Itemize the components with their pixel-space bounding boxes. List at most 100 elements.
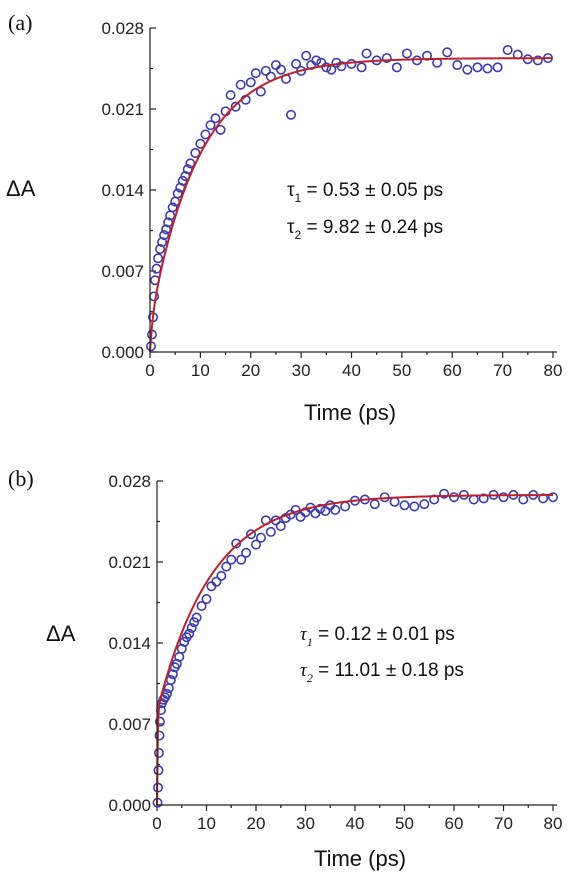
data-point-b <box>227 555 235 563</box>
data-point-b <box>242 549 250 557</box>
x-tick-label-b-4: 40 <box>346 814 365 833</box>
data-point-a <box>493 63 501 71</box>
tau2-annotation-a: τ2 = 9.82 ± 0.24 ps <box>287 217 443 242</box>
data-point-b <box>410 502 418 510</box>
x-tick-label-b-3: 30 <box>296 814 315 833</box>
data-point-a <box>463 65 471 73</box>
x-tick-label-a-2: 20 <box>241 361 260 380</box>
data-point-a <box>403 49 411 57</box>
data-point-a <box>211 114 219 122</box>
panel-b: (b) ΔA Time (ps) 0.0000.0070.0140.0210.0… <box>8 466 562 871</box>
x-tick-label-b-2: 20 <box>247 814 266 833</box>
x-tick-label-b-6: 60 <box>445 814 464 833</box>
x-tick-label-a-8: 80 <box>544 361 563 380</box>
x-tick-label-a-7: 70 <box>493 361 512 380</box>
data-point-b <box>420 500 428 508</box>
data-point-b <box>400 501 408 509</box>
y-tick-label-a-1: 0.007 <box>101 262 144 281</box>
data-point-b <box>341 502 349 510</box>
x-tick-label-a-6: 60 <box>443 361 462 380</box>
data-point-a <box>357 63 365 71</box>
data-point-b <box>257 534 265 542</box>
data-point-a <box>152 264 160 272</box>
x-tick-label-a-1: 10 <box>191 361 210 380</box>
y-axis-title-b: ΔA <box>46 621 76 646</box>
x-tick-label-b-1: 10 <box>197 814 216 833</box>
y-tick-label-b-3: 0.021 <box>108 553 151 572</box>
data-point-b <box>331 506 339 514</box>
data-point-a <box>154 254 162 262</box>
tau1-value-a: = 0.53 ± 0.05 ps <box>301 180 443 201</box>
data-point-b <box>277 522 285 530</box>
data-point-b <box>207 582 215 590</box>
x-tick-label-a-0: 0 <box>145 361 154 380</box>
fit-curve-a <box>150 58 553 352</box>
data-point-a <box>453 61 461 69</box>
data-point-a <box>252 69 260 77</box>
data-point-b <box>450 493 458 501</box>
panel-label-a: (a) <box>8 10 32 35</box>
x-ticks-b: 0 10 20 30 40 50 60 70 80 <box>152 805 562 833</box>
data-point-a <box>347 60 355 68</box>
data-point-a <box>201 130 209 138</box>
data-point-a <box>247 78 255 86</box>
tau2-annotation-b: τ2 = 11.01 ± 0.18 ps <box>300 660 464 685</box>
data-point-a <box>393 63 401 71</box>
data-point-b <box>267 528 275 536</box>
data-point-a <box>287 111 295 119</box>
x-ticks-a: 0 10 20 30 40 50 60 70 80 <box>145 352 562 380</box>
y-ticks-b: 0.000 0.007 0.014 0.021 0.028 <box>108 472 163 815</box>
data-point-b <box>390 498 398 506</box>
data-point-b <box>296 513 304 521</box>
x-tick-label-b-5: 50 <box>395 814 414 833</box>
data-point-b <box>371 500 379 508</box>
data-point-a <box>236 81 244 89</box>
data-point-a <box>362 49 370 57</box>
y-tick-label-b-4: 0.028 <box>108 472 151 491</box>
x-axis-title-b: Time (ps) <box>314 846 406 871</box>
y-ticks-a: 0.0000.0070.0140.0210.028 <box>101 19 156 362</box>
tau2-value-a: = 9.82 ± 0.24 ps <box>301 217 443 238</box>
data-point-b <box>202 595 210 603</box>
x-tick-label-b-8: 80 <box>544 814 563 833</box>
data-point-b <box>154 766 162 774</box>
y-tick-label-a-2: 0.014 <box>101 181 144 200</box>
data-point-a <box>272 61 280 69</box>
data-point-a <box>443 48 451 56</box>
x-tick-label-a-4: 40 <box>342 361 361 380</box>
x-tick-label-b-7: 70 <box>494 814 513 833</box>
data-point-b <box>155 749 163 757</box>
panel-label-b: (b) <box>8 466 34 491</box>
data-point-a <box>503 46 511 54</box>
y-tick-label-b-0: 0.000 <box>108 796 151 815</box>
data-point-b <box>470 495 478 503</box>
tau2-value-b: = 11.01 ± 0.18 ps <box>313 660 464 681</box>
x-axis-title-a: Time (ps) <box>304 400 396 425</box>
data-point-a <box>302 52 310 60</box>
data-point-b <box>217 572 225 580</box>
y-tick-label-a-0: 0.000 <box>101 343 144 362</box>
data-point-a <box>524 55 532 63</box>
x-tick-label-b-0: 0 <box>152 814 161 833</box>
panel-a: (a) ΔA Time (ps) 0.0000.0070.0140.0210.0… <box>6 10 562 425</box>
tau1-value-b: = 0.12 ± 0.01 ps <box>313 624 455 645</box>
data-point-a <box>473 63 481 71</box>
tau1-annotation-b: τ1 = 0.12 ± 0.01 ps <box>300 624 455 649</box>
data-point-a <box>226 91 234 99</box>
data-point-b <box>311 509 319 517</box>
y-tick-label-b-2: 0.014 <box>108 634 151 653</box>
data-point-a <box>312 56 320 64</box>
data-point-a <box>277 65 285 73</box>
x-tick-label-a-3: 30 <box>292 361 311 380</box>
y-axis-title-a: ΔA <box>6 176 36 201</box>
data-point-a <box>483 64 491 72</box>
data-points-b <box>153 490 557 807</box>
x-tick-label-a-5: 50 <box>392 361 411 380</box>
tau1-annotation-a: τ1 = 0.53 ± 0.05 ps <box>287 180 443 205</box>
y-tick-label-a-3: 0.021 <box>101 100 144 119</box>
data-point-a <box>413 56 421 64</box>
y-tick-label-b-1: 0.007 <box>108 715 151 734</box>
fit-curve-b <box>157 495 553 805</box>
data-point-b <box>519 495 527 503</box>
